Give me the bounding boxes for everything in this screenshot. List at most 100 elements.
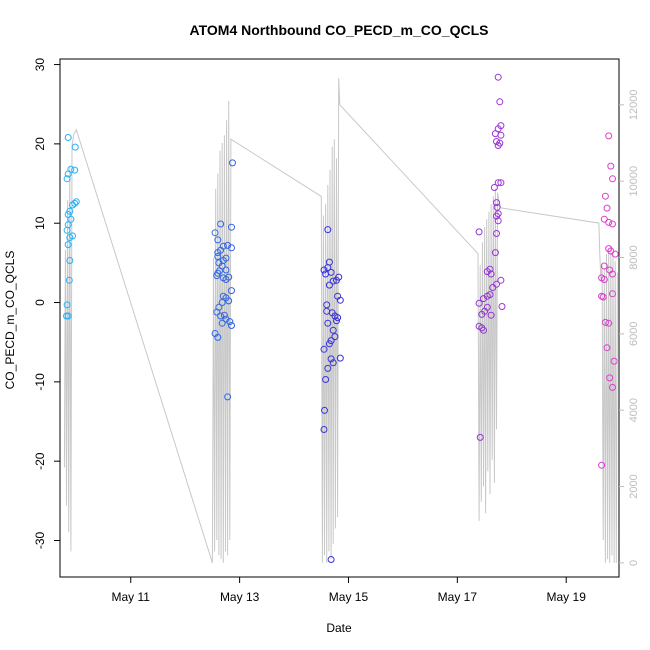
- scatter-point: [609, 270, 616, 278]
- scatter-point: [323, 301, 331, 309]
- scatter-point: [218, 319, 226, 327]
- scatter-point: [600, 262, 608, 270]
- scatter-point: [607, 162, 615, 170]
- x-axis-label: Date: [326, 621, 352, 635]
- scatter-point: [493, 212, 500, 220]
- x-tick-label: May 13: [220, 590, 260, 604]
- y2-tick-label: 12000: [628, 90, 640, 121]
- scatter-point: [66, 257, 74, 264]
- x-axis: May 11 May 13 May 15 May 17 May 19: [112, 577, 587, 604]
- y-axis: -30 -20 -10 0 10 20 30: [33, 58, 60, 550]
- scatter-point: [71, 166, 79, 174]
- scatter-point: [228, 244, 235, 252]
- scatter-point: [497, 131, 505, 139]
- scatter-point: [605, 218, 613, 226]
- scatter-point: [64, 241, 72, 249]
- scatter-point: [325, 281, 333, 289]
- scatter-point: [480, 326, 487, 334]
- y-tick-label: -10: [33, 373, 47, 391]
- scatter-point: [601, 192, 609, 200]
- scatter-point: [494, 73, 502, 81]
- scatter-point: [606, 374, 614, 382]
- scatter-point: [327, 355, 335, 363]
- scatter-point: [497, 276, 505, 284]
- scatter-point: [493, 138, 500, 145]
- scatter-point: [483, 268, 491, 276]
- scatter-point: [609, 383, 616, 391]
- points-layer: [63, 73, 619, 563]
- scatter-point: [605, 245, 613, 253]
- scatter-point: [611, 250, 619, 258]
- scatter-point: [598, 461, 606, 469]
- scatter-point: [493, 230, 500, 237]
- scatter-point: [336, 354, 344, 362]
- scatter-point: [322, 376, 330, 383]
- scatter-point: [220, 311, 228, 319]
- scatter-point: [213, 308, 221, 316]
- scatter-point: [219, 242, 227, 250]
- scatter-point: [487, 311, 495, 319]
- y-tick-label: 30: [33, 58, 47, 72]
- scatter-point: [494, 142, 502, 149]
- scatter-point: [334, 292, 342, 300]
- scatter-point: [218, 299, 226, 306]
- y-tick-label: -30: [33, 532, 47, 550]
- y-tick-label: 20: [33, 137, 47, 151]
- scatter-point: [334, 314, 342, 322]
- scatter-point: [605, 319, 613, 327]
- scatter-point: [217, 220, 225, 228]
- scatter-point: [489, 284, 497, 291]
- scatter-point: [329, 359, 337, 367]
- scatter-point: [64, 312, 72, 320]
- scatter-point: [496, 98, 504, 106]
- y2-tick-label: 10000: [628, 166, 640, 197]
- scatter-point: [214, 236, 222, 244]
- scatter-point: [483, 292, 491, 300]
- scatter-point: [324, 319, 332, 327]
- scatter-point: [487, 270, 495, 278]
- scatter-point: [324, 364, 332, 372]
- scatter-point: [324, 226, 332, 234]
- scatter-point: [481, 307, 489, 315]
- scatter-point: [222, 315, 230, 323]
- scatter-point: [228, 322, 235, 329]
- scatter-point: [497, 179, 505, 187]
- scatter-point: [211, 229, 219, 237]
- scatter-point: [64, 134, 72, 141]
- scatter-point: [494, 179, 502, 187]
- scatter-point: [603, 204, 611, 212]
- x-tick-label: May 19: [547, 590, 587, 604]
- scatter-point: [65, 276, 73, 284]
- scatter-point: [63, 175, 71, 183]
- scatter-point: [601, 318, 609, 326]
- scatter-point: [222, 254, 230, 262]
- scatter-point: [225, 297, 233, 305]
- scatter-point: [609, 290, 616, 298]
- scatter-point: [610, 357, 618, 365]
- scatter-point: [327, 556, 335, 563]
- scatter-point: [325, 340, 333, 348]
- scatter-point: [599, 293, 607, 301]
- scatter-point: [222, 266, 230, 274]
- scatter-point: [476, 433, 484, 441]
- plot-frame: [59, 58, 620, 578]
- x-tick-label: May 15: [329, 590, 369, 604]
- scatter-point: [214, 333, 222, 341]
- scatter-point: [609, 220, 616, 228]
- scatter-point: [480, 295, 487, 303]
- scatter-point: [329, 277, 337, 285]
- scatter-point: [214, 253, 222, 260]
- scatter-point: [213, 272, 221, 280]
- y2-tick-label: 4000: [628, 398, 640, 422]
- scatter-point: [325, 258, 333, 266]
- scatter-point: [475, 228, 483, 236]
- scatter-point: [228, 287, 235, 295]
- x-tick-label: May 17: [438, 590, 478, 604]
- scatter-point: [600, 276, 608, 283]
- y2-tick-label: 0: [628, 560, 640, 566]
- y2-tick-label: 2000: [628, 474, 640, 498]
- scatter-point: [493, 199, 500, 207]
- scatter-point: [229, 159, 236, 167]
- scatter-point: [603, 344, 611, 352]
- scatter-point: [64, 170, 72, 178]
